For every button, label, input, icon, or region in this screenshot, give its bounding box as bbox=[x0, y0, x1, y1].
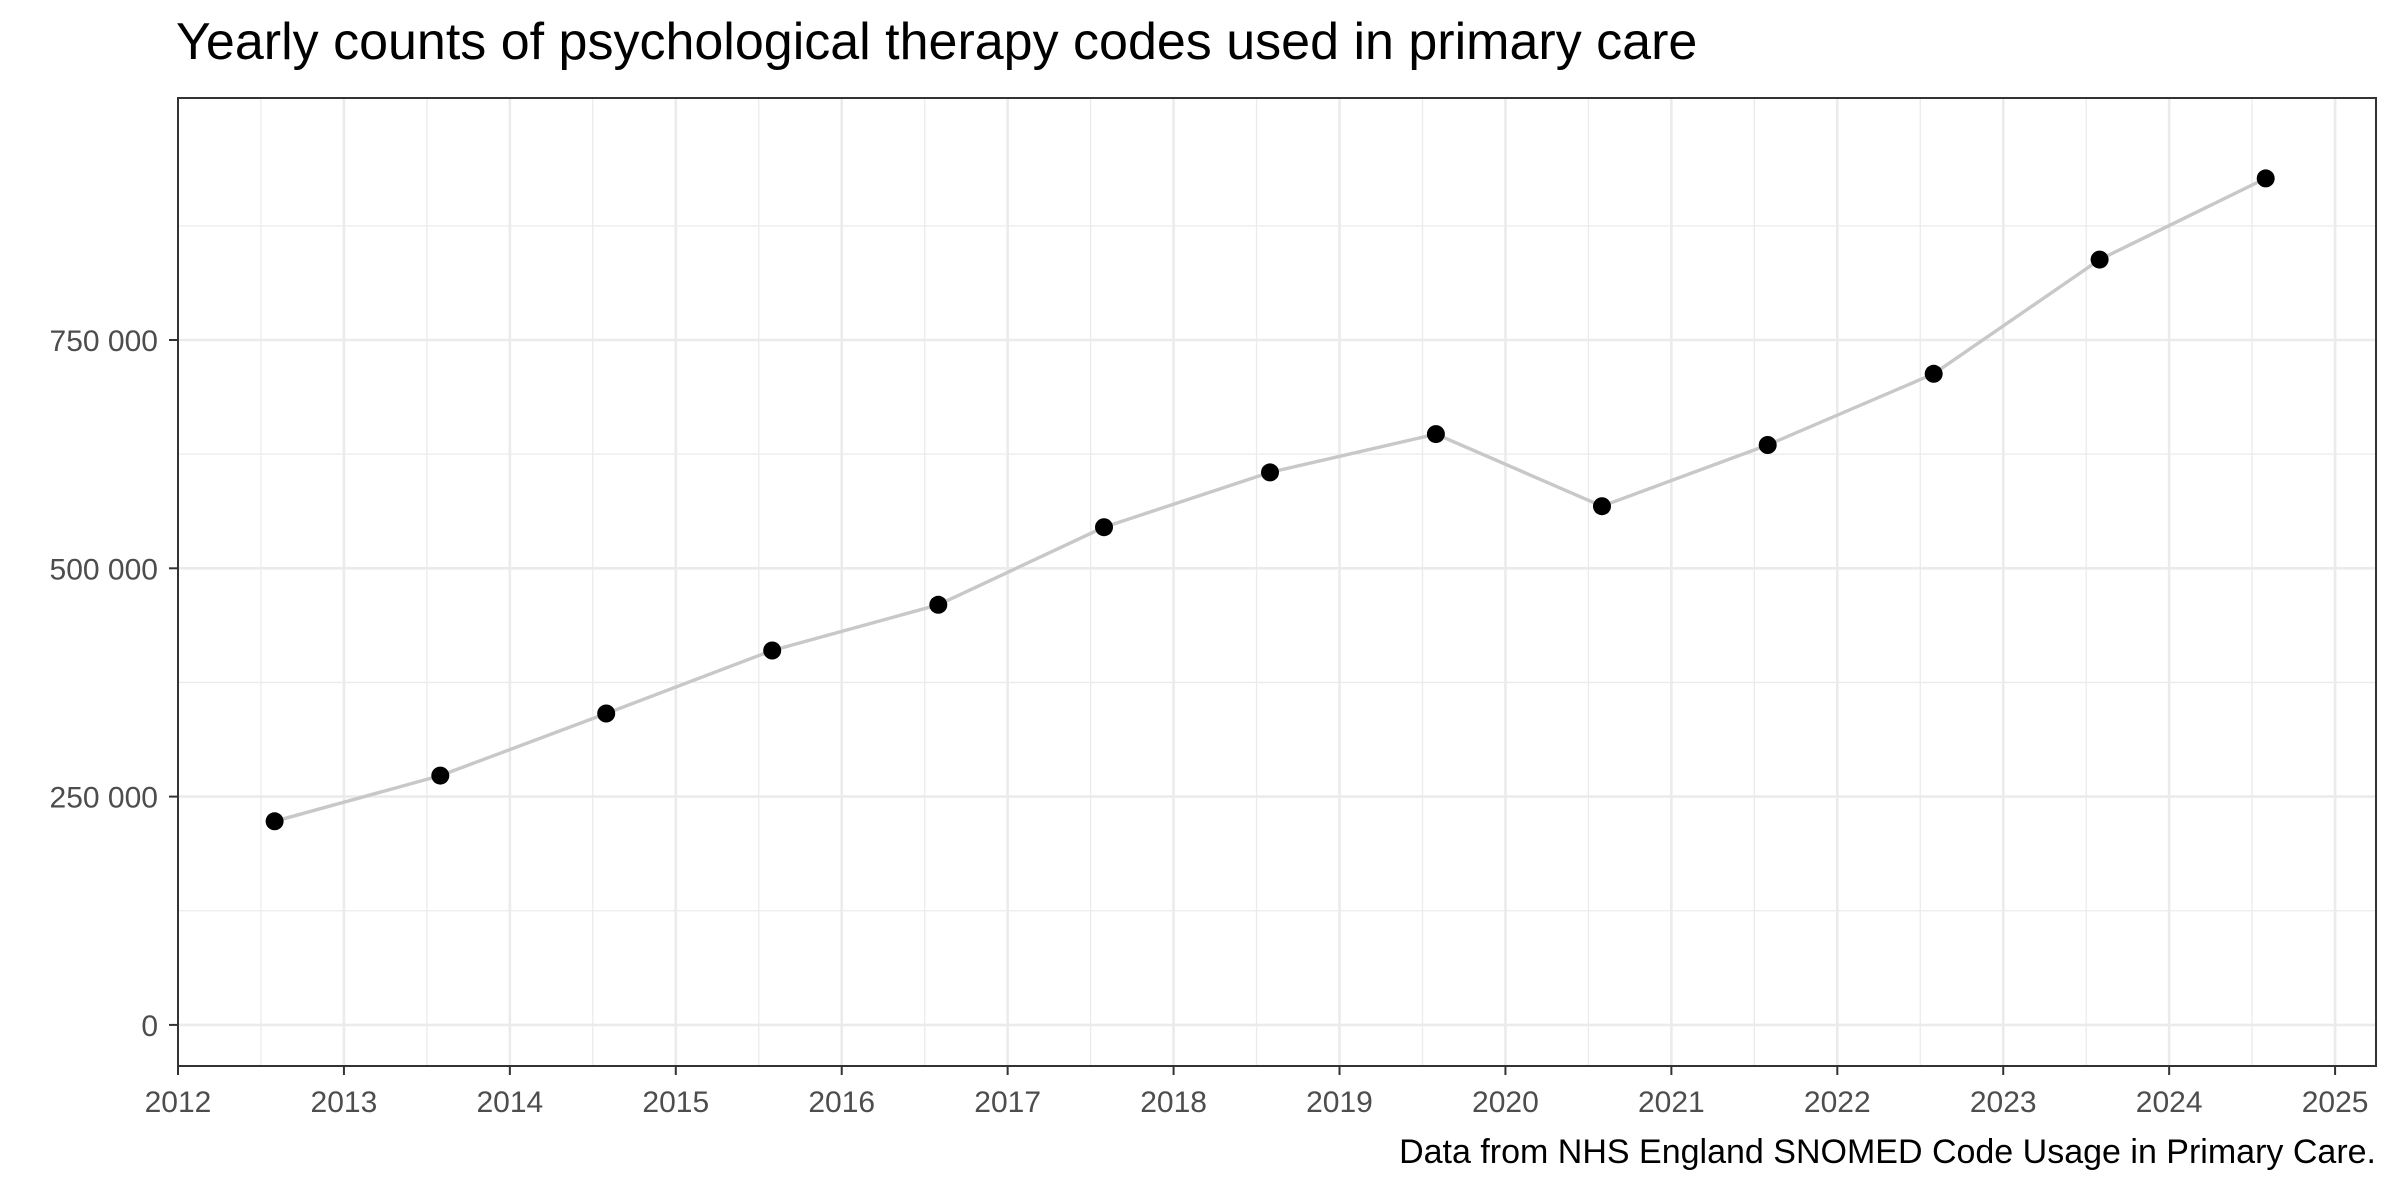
data-point bbox=[1593, 497, 1611, 516]
x-tick-label: 2015 bbox=[642, 1086, 709, 1119]
chart-title: Yearly counts of psychological therapy c… bbox=[176, 13, 1698, 71]
data-point bbox=[265, 812, 284, 831]
data-point bbox=[1261, 463, 1279, 482]
major-gridlines bbox=[178, 98, 2376, 1066]
data-point bbox=[1095, 518, 1113, 537]
x-tick-label: 2016 bbox=[808, 1086, 875, 1119]
axis-tick-labels: 2012 2013 2014 2015 2016 2017 2018 2019 2020 2021… bbox=[50, 325, 2369, 1119]
x-tick-label: 2019 bbox=[1306, 1086, 1373, 1119]
panel-border bbox=[177, 97, 2377, 1067]
x-tick-label: 2025 bbox=[2302, 1086, 2369, 1119]
data-point bbox=[1426, 425, 1445, 444]
y-tick-label: 500 000 bbox=[50, 553, 158, 586]
x-tick-label: 2021 bbox=[1638, 1086, 1705, 1119]
minor-gridlines bbox=[178, 98, 2376, 1066]
data-point bbox=[2256, 169, 2275, 188]
x-tick-label: 2024 bbox=[2136, 1086, 2203, 1119]
axis-ticks bbox=[169, 339, 2337, 1075]
data-point bbox=[1758, 436, 1777, 454]
x-tick-label: 2022 bbox=[1804, 1086, 1871, 1119]
data-point bbox=[1924, 364, 1943, 383]
data-point bbox=[431, 766, 450, 785]
x-tick-label: 2012 bbox=[145, 1086, 212, 1119]
y-tick-label: 750 000 bbox=[50, 325, 158, 358]
panel-background bbox=[178, 98, 2376, 1066]
x-tick-label: 2013 bbox=[311, 1086, 378, 1119]
x-tick-label: 2018 bbox=[1140, 1086, 1207, 1119]
data-point bbox=[597, 704, 616, 723]
x-tick-label: 2014 bbox=[476, 1086, 543, 1119]
data-point bbox=[763, 641, 782, 660]
chart-caption: Data from NHS England SNOMED Code Usage … bbox=[1399, 1133, 2376, 1171]
data-point bbox=[2090, 250, 2109, 269]
y-tick-label: 250 000 bbox=[50, 782, 158, 815]
series-points bbox=[265, 169, 2275, 831]
y-tick-label: 0 bbox=[141, 1010, 158, 1043]
x-tick-label: 2017 bbox=[974, 1086, 1041, 1119]
x-tick-label: 2020 bbox=[1472, 1086, 1539, 1119]
data-point bbox=[929, 595, 948, 614]
x-tick-label: 2023 bbox=[1970, 1086, 2037, 1119]
